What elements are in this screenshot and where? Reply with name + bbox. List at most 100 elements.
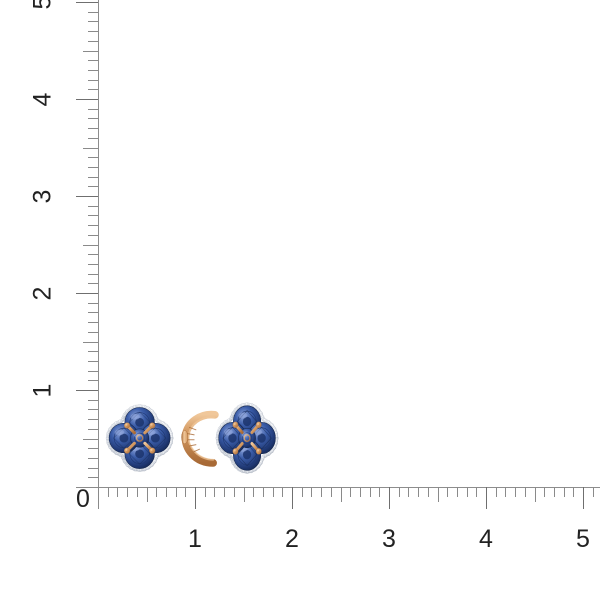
diamond-halo xyxy=(215,402,279,475)
y-minor-tick xyxy=(88,254,98,255)
left-earring xyxy=(96,392,183,484)
y-minor-tick xyxy=(88,468,98,469)
y-minor-tick xyxy=(88,235,98,236)
x-half-tick xyxy=(341,487,342,502)
y-minor-tick xyxy=(88,215,98,216)
x-minor-tick xyxy=(273,487,274,497)
y-minor-tick xyxy=(88,186,98,187)
x-half-tick xyxy=(438,487,439,502)
y-minor-tick xyxy=(88,89,98,90)
x-axis-line xyxy=(98,487,600,488)
y-major-tick xyxy=(76,390,98,391)
screw-back-post-artwork xyxy=(181,410,219,467)
x-minor-tick xyxy=(311,487,312,497)
y-minor-tick xyxy=(88,303,98,304)
x-minor-tick xyxy=(156,487,157,497)
y-minor-tick xyxy=(88,448,98,449)
x-minor-tick xyxy=(428,487,429,497)
x-minor-tick xyxy=(166,487,167,497)
y-axis-line xyxy=(98,0,99,488)
x-major-tick xyxy=(292,487,293,509)
y-minor-tick xyxy=(88,400,98,401)
x-minor-tick xyxy=(282,487,283,497)
x-minor-tick xyxy=(525,487,526,497)
y-minor-tick xyxy=(88,283,98,284)
x-minor-tick xyxy=(573,487,574,497)
x-minor-tick xyxy=(108,487,109,497)
x-half-tick xyxy=(535,487,536,502)
x-minor-tick xyxy=(418,487,419,497)
y-minor-tick xyxy=(88,361,98,362)
y-minor-tick xyxy=(88,332,98,333)
y-minor-tick xyxy=(88,167,98,168)
y-minor-tick xyxy=(88,274,98,275)
y-half-tick xyxy=(83,439,98,440)
y-tick-label: 2 xyxy=(28,286,57,301)
y-minor-tick xyxy=(88,225,98,226)
gold-prongs xyxy=(232,422,262,455)
x-minor-tick xyxy=(321,487,322,497)
y-minor-tick xyxy=(88,118,98,119)
x-minor-tick xyxy=(234,487,235,497)
x-minor-tick xyxy=(302,487,303,497)
x-minor-tick xyxy=(253,487,254,497)
sapphire-cluster xyxy=(218,405,276,472)
y-minor-tick xyxy=(88,458,98,459)
y-tick-label: 1 xyxy=(28,383,57,398)
x-minor-tick xyxy=(205,487,206,497)
left-earring-artwork xyxy=(105,404,174,473)
origin-label: 0 xyxy=(76,485,90,513)
right-earring-artwork xyxy=(215,402,279,475)
y-tick-label: 3 xyxy=(28,189,57,204)
y-major-tick xyxy=(76,196,98,197)
y-minor-tick xyxy=(88,41,98,42)
y-minor-tick xyxy=(88,21,98,22)
y-half-tick xyxy=(83,245,98,246)
x-minor-tick xyxy=(467,487,468,497)
x-tick-label: 1 xyxy=(188,525,202,553)
y-tick-label: 4 xyxy=(28,92,57,107)
y-minor-tick xyxy=(88,312,98,313)
x-minor-tick xyxy=(457,487,458,497)
x-minor-tick xyxy=(399,487,400,497)
y-tick-label: 5 xyxy=(28,0,57,10)
x-minor-tick xyxy=(554,487,555,497)
y-minor-tick xyxy=(88,31,98,32)
y-minor-tick xyxy=(88,157,98,158)
y-minor-tick xyxy=(88,109,98,110)
sapphire-cluster xyxy=(108,407,171,470)
y-minor-tick xyxy=(88,419,98,420)
x-minor-tick xyxy=(117,487,118,497)
y-minor-tick xyxy=(88,429,98,430)
x-tick-label: 4 xyxy=(479,525,493,553)
x-minor-tick xyxy=(593,487,594,497)
x-major-tick xyxy=(389,487,390,509)
y-minor-tick xyxy=(88,371,98,372)
x-minor-tick xyxy=(360,487,361,497)
x-minor-tick xyxy=(137,487,138,497)
x-minor-tick xyxy=(224,487,225,497)
y-minor-tick xyxy=(88,206,98,207)
x-minor-tick xyxy=(214,487,215,497)
y-minor-tick xyxy=(88,12,98,13)
x-half-tick xyxy=(147,487,148,502)
y-major-tick xyxy=(76,99,98,100)
y-half-tick xyxy=(83,342,98,343)
y-minor-tick xyxy=(88,128,98,129)
y-half-tick xyxy=(83,148,98,149)
gold-prongs xyxy=(124,422,156,455)
x-tick-label: 2 xyxy=(285,525,299,553)
x-minor-tick xyxy=(447,487,448,497)
y-minor-tick xyxy=(88,80,98,81)
screw-back-post xyxy=(174,402,227,476)
x-major-tick xyxy=(98,487,99,509)
x-minor-tick xyxy=(408,487,409,497)
y-minor-tick xyxy=(88,409,98,410)
x-minor-tick xyxy=(185,487,186,497)
y-minor-tick xyxy=(88,138,98,139)
x-minor-tick xyxy=(544,487,545,497)
y-major-tick xyxy=(76,293,98,294)
y-minor-tick xyxy=(88,60,98,61)
x-minor-tick xyxy=(331,487,332,497)
y-minor-tick xyxy=(88,70,98,71)
